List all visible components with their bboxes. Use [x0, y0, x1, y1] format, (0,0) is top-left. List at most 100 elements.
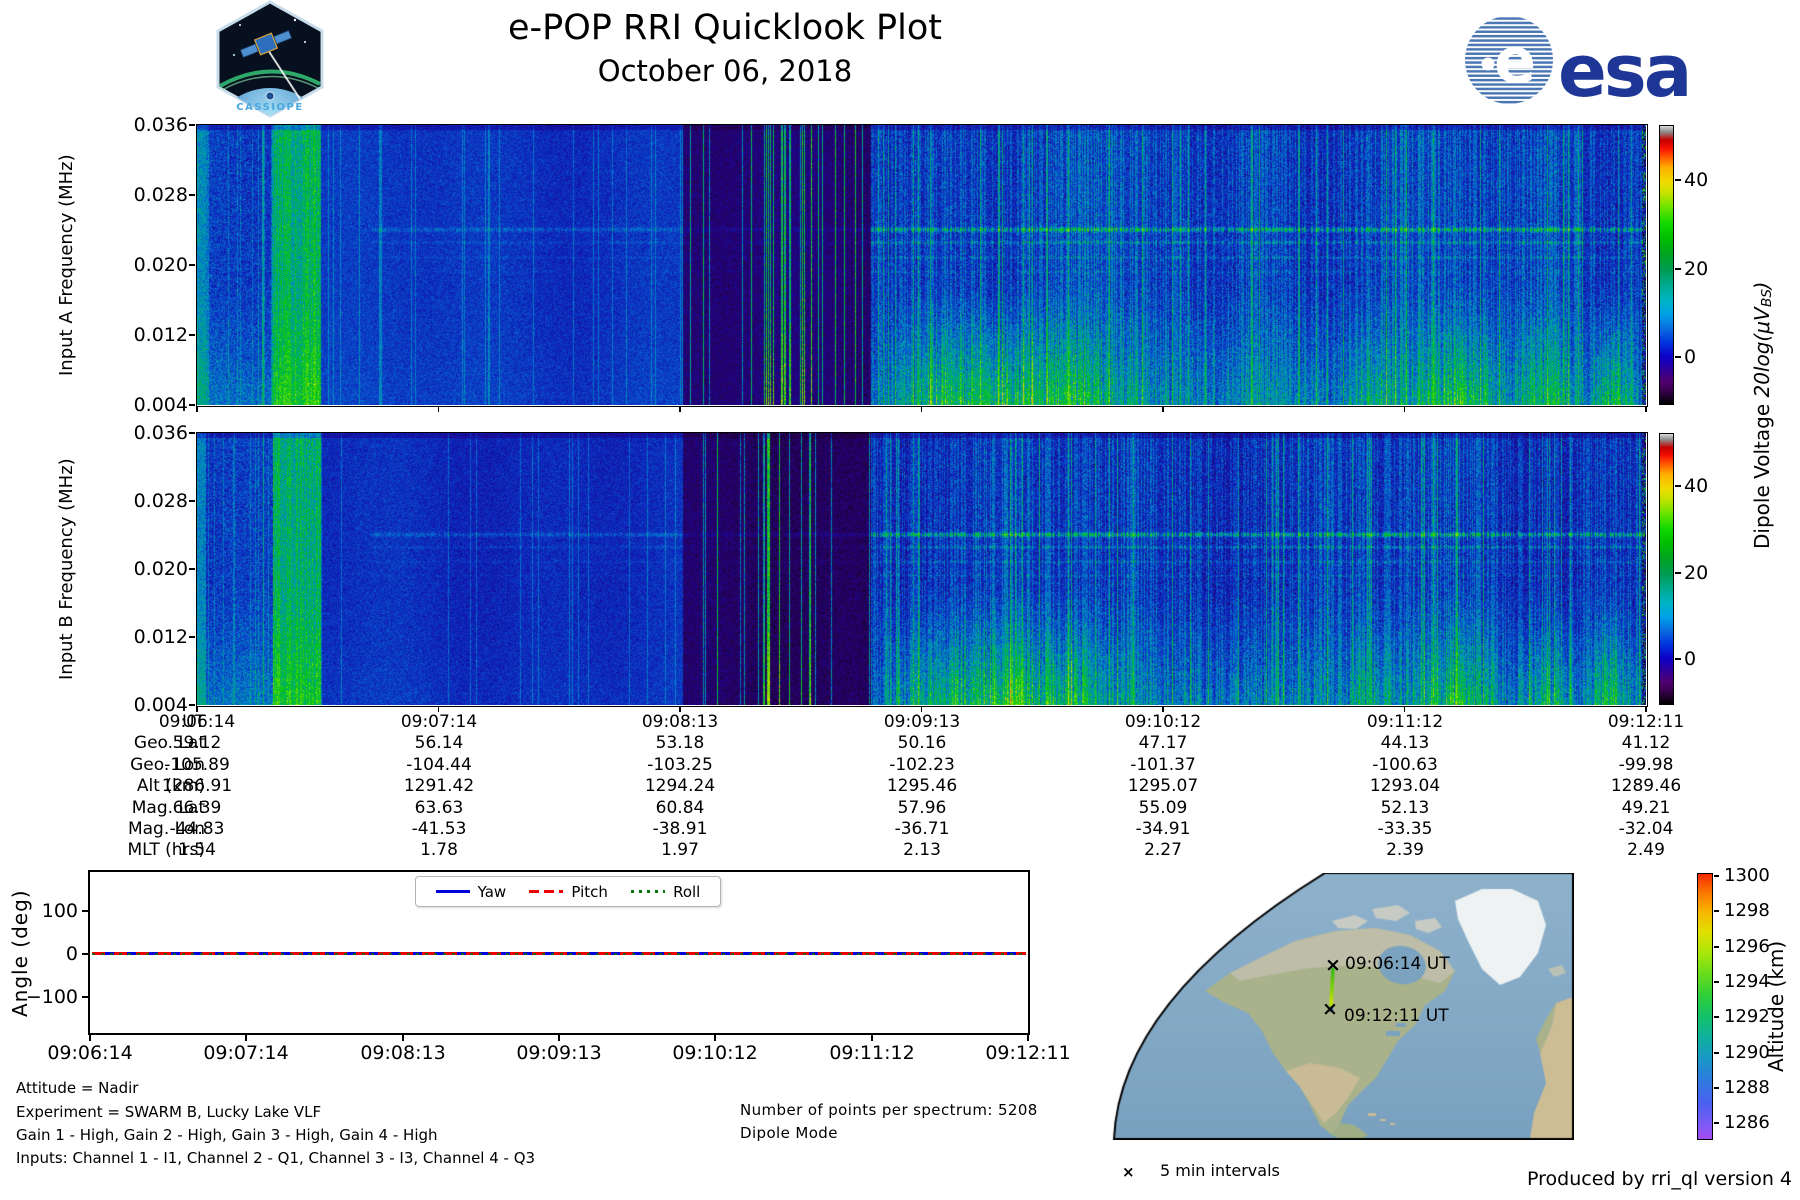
ephemeris-column-1: 09:06:14 59.12 -105.89 1286.91 66.39 -44…	[97, 712, 297, 862]
ephemeris-row-label-mlt: MLT (hrs)	[127, 840, 205, 861]
ephemeris-cell: 2.27	[1144, 840, 1182, 861]
axis-tick	[558, 1035, 560, 1041]
legend-item-roll: Roll	[631, 883, 700, 901]
spectrogram-b-ylabel: Input B Frequency (MHz)	[56, 458, 77, 680]
ephemeris-cell: 2.49	[1627, 840, 1665, 861]
colorbar-axis-label: Dipole Voltage 20log(μVBS)	[1750, 125, 1775, 705]
colorbar-b-tick: 40	[1684, 475, 1709, 497]
axis-tick	[1675, 179, 1681, 181]
spectrogram-a-ytick: 0.012	[133, 324, 188, 346]
axis-tick	[89, 1035, 91, 1041]
page-date: October 06, 2018	[597, 54, 853, 88]
ephemeris-cell: 1286.91	[161, 776, 233, 797]
ephemeris-cell: 1294.24	[644, 776, 716, 797]
axis-tick	[1714, 910, 1719, 912]
legend-item-yaw: Yaw	[435, 883, 506, 901]
colorbar-b-tick: 0	[1684, 648, 1697, 670]
ephemeris-cell: 09:08:13	[641, 712, 719, 732]
spectrogram-a-ylabel: Input A Frequency (MHz)	[56, 154, 77, 376]
ephemeris-cell: 59.12	[172, 733, 222, 754]
angle-plot-xtick: 09:12:11	[985, 1042, 1071, 1064]
axis-tick	[1645, 407, 1647, 412]
track-start-marker: ×	[1325, 954, 1341, 976]
ephemeris-cell: 55.09	[1138, 797, 1188, 818]
roll-line-sample	[631, 890, 666, 893]
annotation-points-per-spectrum: Number of points per spectrum: 5208	[740, 1101, 1038, 1119]
ephemeris-cell: -36.71	[894, 819, 950, 840]
ephemeris-cell: 1.97	[661, 840, 699, 861]
patch-aurora	[219, 69, 321, 88]
axis-tick	[1714, 1087, 1719, 1089]
ephemeris-cell: 1.54	[178, 840, 216, 861]
spectrogram-b-ytick: 0.028	[133, 490, 188, 512]
ephemeris-cell: -100.63	[1372, 754, 1438, 775]
ephemeris-cell: 1291.42	[403, 776, 475, 797]
spectrogram-b-ytick: 0.036	[133, 422, 188, 444]
axis-tick	[189, 404, 195, 406]
track-end-marker: ×	[1322, 998, 1338, 1020]
produced-by: Produced by rri_ql version 4	[1527, 1168, 1792, 1190]
ephemeris-cell: -38.91	[652, 819, 708, 840]
axis-tick	[196, 707, 198, 712]
ephemeris-cell: 47.17	[1138, 733, 1188, 754]
ephemeris-cell: -101.37	[1130, 754, 1196, 775]
axis-tick	[1675, 485, 1681, 487]
esa-logo-text: esa	[1558, 29, 1689, 112]
interval-legend: 5 min intervals	[1160, 1161, 1280, 1180]
angle-plot-xtick: 09:07:14	[203, 1042, 289, 1064]
ephemeris-cell: 09:09:13	[883, 712, 961, 732]
ephemeris-cell: 09:11:12	[1366, 712, 1444, 732]
ephemeris-cell: 60.84	[655, 797, 705, 818]
angle-plot-ytick: 100	[41, 900, 78, 922]
axis-tick	[1675, 356, 1681, 358]
ephemeris-cell: 09:12:11	[1607, 712, 1685, 732]
ground-track-map	[1110, 873, 1574, 1140]
altitude-tick: 1286	[1724, 1112, 1770, 1133]
ephemeris-cell: 53.18	[655, 733, 705, 754]
annotation-gains: Gain 1 - High, Gain 2 - High, Gain 3 - H…	[16, 1126, 438, 1144]
track-start-label: 09:06:14 UT	[1345, 954, 1450, 974]
axis-tick	[1714, 1016, 1719, 1018]
ephemeris-cell: 66.39	[172, 797, 222, 818]
axis-tick	[1714, 1052, 1719, 1054]
esa-logo: e esa	[1465, 16, 1692, 112]
angle-plot-xtick: 09:08:13	[360, 1042, 446, 1064]
axis-tick	[189, 500, 195, 502]
yaw-line-sample	[435, 890, 470, 893]
altitude-tick: 1300	[1724, 865, 1770, 886]
altitude-tick: 1298	[1724, 900, 1770, 921]
colorbar-label-prefix: Dipole Voltage	[1750, 397, 1774, 549]
ephemeris-cell: 52.13	[1380, 797, 1430, 818]
ephemeris-row-labels: UT Geo. Lat Geo. Lon Alt (km) Mag. Lat M…	[0, 712, 205, 862]
axis-tick	[189, 568, 195, 570]
axis-tick	[1675, 572, 1681, 574]
ephemeris-row-label-maglat: Mag. Lat	[131, 797, 205, 818]
ephemeris-row-label-alt: Alt (km)	[136, 776, 205, 797]
spectrogram-a-ytick: 0.020	[133, 254, 188, 276]
ephemeris-column-5: 09:10:12 47.17 -101.37 1295.07 55.09 -34…	[1063, 712, 1263, 862]
axis-tick	[189, 264, 195, 266]
axis-tick	[920, 407, 923, 412]
legend-item-pitch: Pitch	[529, 883, 608, 901]
ephemeris-cell: -105.89	[164, 754, 230, 775]
ephemeris-cell: -44.83	[169, 819, 225, 840]
ephemeris-cell: 56.14	[414, 733, 464, 754]
ephemeris-column-4: 09:09:13 50.16 -102.23 1295.46 57.96 -36…	[822, 712, 1022, 862]
legend-label-roll: Roll	[673, 882, 701, 901]
axis-tick	[1162, 707, 1164, 712]
altitude-tick: 1296	[1724, 936, 1770, 957]
axis-tick	[196, 407, 198, 412]
patch-beam	[267, 49, 303, 103]
ephemeris-column-3: 09:08:13 53.18 -103.25 1294.24 60.84 -38…	[580, 712, 780, 862]
ephemeris-column-6: 09:11:12 44.13 -100.63 1293.04 52.13 -33…	[1305, 712, 1505, 862]
axis-tick	[679, 707, 681, 712]
ephemeris-row-label-geolon: Geo. Lon	[130, 754, 205, 775]
ephemeris-cell: 09:06:14	[158, 712, 236, 732]
axis-tick	[1027, 1035, 1029, 1041]
angle-plot-xtick: 09:10:12	[672, 1042, 758, 1064]
colorbar-a-tick: 0	[1684, 346, 1697, 368]
axis-tick	[871, 1035, 873, 1041]
annotation-dipole-mode: Dipole Mode	[740, 1124, 838, 1142]
ephemeris-cell: -104.44	[406, 754, 472, 775]
